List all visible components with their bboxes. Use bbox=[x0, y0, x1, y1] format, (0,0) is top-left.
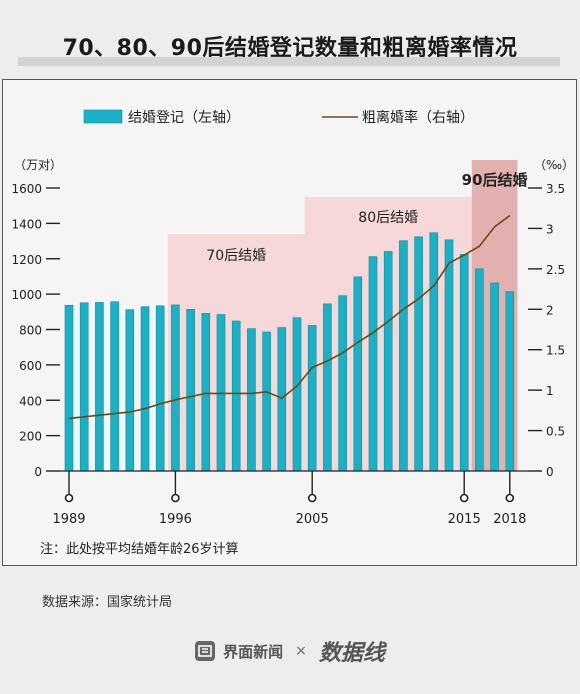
left-tick-label: 1000 bbox=[11, 288, 42, 302]
divorce-rate-line bbox=[68, 214, 511, 420]
left-tick-label: 1400 bbox=[11, 217, 42, 231]
bar-2016 bbox=[475, 268, 484, 472]
era-band-label: 90后结婚 bbox=[462, 171, 528, 189]
left-tick-label: 400 bbox=[19, 394, 42, 408]
left-axis-unit: （万对） bbox=[14, 158, 62, 172]
left-tick-label: 200 bbox=[19, 430, 42, 444]
right-axis-unit: （‰） bbox=[534, 158, 574, 172]
right-tick-label: 3.5 bbox=[546, 182, 565, 196]
right-tick-label: 1.5 bbox=[546, 344, 565, 358]
bar-2010 bbox=[383, 251, 393, 472]
title-rule bbox=[18, 57, 560, 66]
bar-1994 bbox=[140, 306, 150, 472]
bar-2009 bbox=[368, 256, 378, 472]
axes: 0 200 400 600 800 1000 1200 1400 1600 0 0.5 1 1.5 2 2.… bbox=[11, 158, 574, 527]
bar-1995 bbox=[155, 305, 165, 472]
left-tick-label: 1200 bbox=[11, 253, 42, 267]
bar-1993 bbox=[125, 309, 135, 472]
bar-2015 bbox=[459, 254, 469, 472]
bar-2013 bbox=[429, 232, 439, 472]
x-tick-label: 2005 bbox=[296, 512, 329, 527]
left-tick-label: 0 bbox=[34, 465, 42, 479]
left-tick-label: 1600 bbox=[11, 182, 42, 196]
bar-1991 bbox=[95, 302, 104, 472]
right-tick-label: 3 bbox=[546, 222, 554, 236]
brand-jiemian: 界面新闻 bbox=[223, 642, 284, 661]
x-tick-marker bbox=[64, 493, 74, 503]
bar-2014 bbox=[444, 239, 454, 472]
bar-series bbox=[64, 232, 515, 472]
right-tick-label: 0.5 bbox=[546, 425, 565, 439]
left-tick-label: 800 bbox=[19, 324, 42, 338]
bar-1990 bbox=[79, 302, 89, 472]
era-band-label: 70后结婚 bbox=[206, 248, 266, 264]
x-tick-marker bbox=[459, 493, 469, 503]
bar-2002 bbox=[262, 331, 271, 472]
bar-2004 bbox=[292, 317, 302, 472]
bar-2003 bbox=[277, 327, 287, 472]
right-tick-label: 2.5 bbox=[546, 263, 565, 277]
x-tick-marker bbox=[505, 493, 515, 503]
bar-2018 bbox=[505, 291, 515, 472]
left-tick-label: 600 bbox=[19, 359, 42, 373]
brand-times: × bbox=[295, 643, 307, 659]
bar-2006 bbox=[323, 303, 332, 472]
bar-2012 bbox=[414, 236, 423, 472]
jiemian-logo-icon bbox=[195, 641, 216, 661]
brand-dataline: 数据线 bbox=[318, 641, 385, 666]
right-tick-label: 0 bbox=[546, 465, 554, 479]
bar-2001 bbox=[247, 328, 256, 472]
x-tick-label: 1996 bbox=[159, 512, 192, 527]
chart-note: 注：此处按平均结婚年龄26岁计算 bbox=[40, 542, 239, 557]
page-title: 70、80、90后结婚登记数量和粗离婚率情况 bbox=[62, 36, 518, 61]
bar-1998 bbox=[201, 313, 211, 472]
footer: 界面新闻 × 数据线 bbox=[0, 636, 580, 666]
legend-line-label: 粗离婚率（右轴） bbox=[362, 109, 474, 126]
x-tick-marker bbox=[171, 493, 180, 503]
legend: 结婚登记（左轴） 粗离婚率（右轴） bbox=[83, 109, 474, 126]
x-tick-marker bbox=[307, 493, 317, 503]
right-tick-label: 2 bbox=[546, 303, 554, 317]
bar-2017 bbox=[490, 282, 499, 472]
era-band-label: 80后结婚 bbox=[358, 210, 418, 226]
legend-bar-swatch bbox=[83, 109, 123, 124]
bar-2000 bbox=[231, 320, 241, 472]
x-tick-label: 1989 bbox=[52, 512, 85, 527]
right-tick-label: 1 bbox=[546, 384, 554, 398]
legend-bar-label: 结婚登记（左轴） bbox=[128, 110, 240, 126]
x-tick-label: 2015 bbox=[448, 512, 481, 527]
bar-2005 bbox=[307, 325, 317, 472]
bar-1992 bbox=[110, 301, 119, 472]
bar-1997 bbox=[186, 309, 195, 472]
data-source: 数据来源：国家统计局 bbox=[42, 595, 173, 610]
bar-2011 bbox=[399, 240, 408, 472]
bar-2007 bbox=[338, 295, 347, 472]
x-tick-label: 2018 bbox=[493, 512, 526, 527]
line-series bbox=[68, 214, 511, 420]
bar-2008 bbox=[353, 276, 363, 472]
bar-1996 bbox=[171, 304, 180, 472]
bar-1989 bbox=[64, 304, 74, 472]
